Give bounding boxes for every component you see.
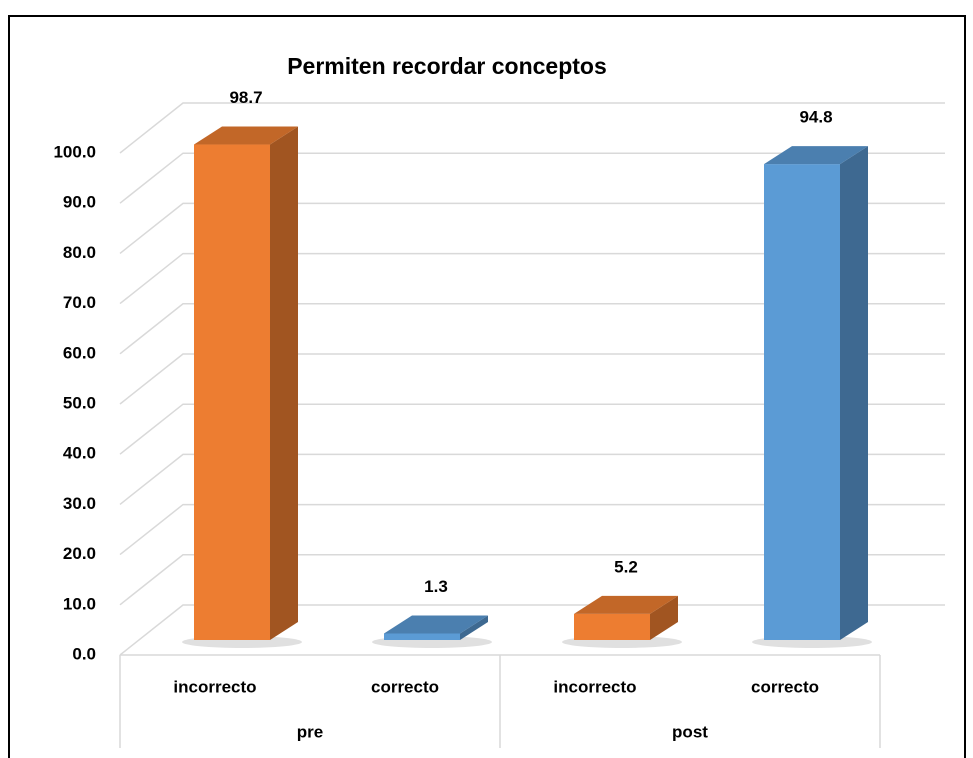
y-tick-label: 100.0	[53, 142, 96, 161]
bar-side	[460, 615, 488, 640]
bar-top	[384, 615, 488, 634]
x-tick-label: correcto	[371, 677, 439, 696]
x-tick-label: incorrecto	[553, 677, 636, 696]
grid-line	[119, 453, 945, 505]
value-label: 98.7	[229, 88, 262, 107]
y-tick-label: 30.0	[63, 494, 96, 513]
frame	[8, 15, 966, 758]
y-tick-label: 70.0	[63, 293, 96, 312]
grid-line	[119, 102, 945, 154]
y-tick-label: 0.0	[72, 644, 96, 663]
bar-side	[270, 126, 298, 640]
bar-top	[764, 146, 868, 165]
chart-title: Permiten recordar conceptos	[287, 53, 607, 79]
y-tick-label: 50.0	[63, 393, 96, 412]
bar	[764, 164, 840, 640]
y-tick-label: 60.0	[63, 343, 96, 362]
bar	[194, 144, 270, 640]
grid-line	[119, 554, 945, 606]
bar	[384, 633, 460, 640]
grid-line	[119, 503, 945, 556]
grid-line	[119, 202, 945, 254]
bar	[574, 613, 650, 640]
bar-top	[194, 126, 298, 145]
y-tick-label: 20.0	[63, 544, 96, 563]
group-label: post	[672, 722, 708, 741]
bar-side	[840, 146, 868, 640]
y-tick-label: 10.0	[63, 594, 96, 613]
y-tick-label: 90.0	[63, 193, 96, 212]
y-tick-label: 40.0	[63, 444, 96, 463]
grid-line	[119, 303, 945, 355]
bar-side	[650, 595, 678, 640]
x-tick-label: incorrecto	[173, 677, 256, 696]
value-label: 94.8	[799, 108, 832, 127]
value-label: 1.3	[424, 577, 448, 596]
grid-line	[119, 152, 945, 204]
grid-line	[119, 252, 945, 305]
grid-line	[119, 604, 945, 656]
value-label: 5.2	[614, 557, 638, 576]
y-tick-label: 80.0	[63, 243, 96, 262]
x-tick-label: correcto	[751, 677, 819, 696]
grid-line	[119, 403, 945, 455]
grid-line	[119, 353, 945, 405]
group-label: pre	[297, 722, 323, 741]
bar-top	[574, 595, 678, 614]
